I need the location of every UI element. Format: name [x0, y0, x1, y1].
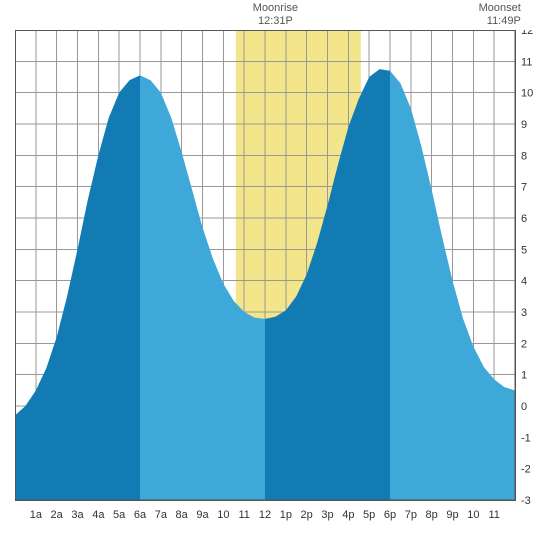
y-tick-label: 11: [521, 56, 532, 68]
y-tick-label: 3: [521, 307, 527, 319]
moonset-label: Moonset 11:49P: [461, 2, 521, 28]
x-tick-label: 5a: [113, 509, 126, 521]
y-tick-label: -3: [521, 495, 531, 507]
x-tick-label: 5p: [363, 509, 375, 521]
x-tick-label: 6p: [384, 509, 396, 521]
x-tick-label: 3p: [321, 509, 333, 521]
y-tick-label: 2: [521, 338, 527, 350]
x-tick-label: 1p: [280, 509, 292, 521]
x-tick-label: 4a: [92, 509, 105, 521]
x-tick-label: 11: [238, 509, 249, 521]
y-tick-label: 4: [521, 276, 527, 288]
y-tick-label: -1: [521, 432, 531, 444]
y-tick-label: 6: [521, 213, 527, 225]
y-tick-label: 5: [521, 244, 527, 256]
x-tick-label: 1a: [30, 509, 43, 521]
x-tick-label: 7p: [405, 509, 417, 521]
y-tick-label: 10: [521, 88, 533, 100]
x-tick-label: 2a: [51, 509, 64, 521]
moonrise-label: Moonrise 12:31P: [245, 2, 305, 28]
y-tick-label: 1: [521, 370, 527, 382]
x-tick-label: 3a: [71, 509, 84, 521]
x-tick-label: 8p: [426, 509, 438, 521]
tide-chart: -3-2-101234567891011121a2a3a4a5a6a7a8a9a…: [15, 30, 535, 530]
x-tick-label: 2p: [301, 509, 313, 521]
y-tick-label: -2: [521, 464, 531, 476]
moonrise-time: 12:31P: [258, 15, 293, 27]
chart-svg: -3-2-101234567891011121a2a3a4a5a6a7a8a9a…: [15, 30, 535, 530]
x-tick-label: 9p: [446, 509, 458, 521]
moonset-text: Moonset: [479, 2, 521, 14]
y-tick-label: 7: [521, 182, 527, 194]
x-tick-label: 11: [488, 509, 499, 521]
top-label-row: Moonrise 12:31P Moonset 11:49P: [0, 0, 550, 30]
x-tick-label: 4p: [342, 509, 354, 521]
y-tick-label: 9: [521, 119, 527, 131]
moonrise-text: Moonrise: [253, 2, 298, 14]
y-tick-label: 8: [521, 150, 527, 162]
x-tick-label: 7a: [155, 509, 168, 521]
moonset-time: 11:49P: [487, 15, 521, 27]
x-tick-label: 6a: [134, 509, 147, 521]
x-tick-label: 10: [217, 509, 229, 521]
y-tick-label: 0: [521, 401, 527, 413]
x-tick-label: 8a: [176, 509, 189, 521]
x-tick-label: 12: [259, 509, 271, 521]
x-tick-label: 9a: [196, 509, 209, 521]
x-tick-label: 10: [467, 509, 479, 521]
y-tick-label: 12: [521, 30, 533, 37]
